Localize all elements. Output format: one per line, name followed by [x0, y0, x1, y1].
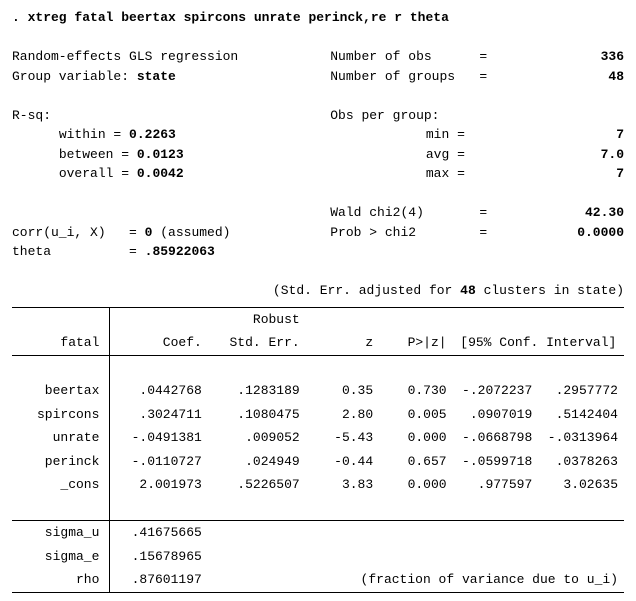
se: .5226507	[208, 473, 306, 497]
extra-note	[208, 545, 624, 569]
extra-val: .87601197	[110, 568, 208, 592]
var-name: unrate	[12, 426, 110, 450]
pz: 0.657	[379, 450, 452, 474]
extra-name: sigma_u	[12, 521, 110, 545]
prob-value: 0.0000	[502, 223, 624, 243]
se: .009052	[208, 426, 306, 450]
ci-hi: .2957772	[538, 379, 624, 403]
pz: 0.000	[379, 473, 452, 497]
rsq-within: within = 0.2263	[12, 125, 330, 145]
pz: 0.000	[379, 426, 452, 450]
ngroups-value: 48	[502, 67, 624, 87]
header-stats: Random-effects GLS regression Number of …	[12, 47, 624, 262]
ci-lo: .977597	[453, 473, 539, 497]
z: 0.35	[306, 379, 379, 403]
var-name: perinck	[12, 450, 110, 474]
coef: -.0491381	[110, 426, 208, 450]
avg-label: avg =	[330, 145, 465, 165]
theta-line: theta = .85922063	[12, 242, 330, 262]
col-se: Std. Err.	[208, 331, 306, 355]
max-value: 7	[502, 164, 624, 184]
col-depvar: fatal	[12, 331, 110, 355]
extra-row: rho.87601197(fraction of variance due to…	[12, 568, 624, 592]
nobs-label: Number of obs	[330, 47, 465, 67]
rsq-between: between = 0.0123	[12, 145, 330, 165]
max-label: max =	[330, 164, 465, 184]
rsq-overall: overall = 0.0042	[12, 164, 330, 184]
eq: =	[465, 47, 502, 67]
coef: -.0110727	[110, 450, 208, 474]
col-ci: [95% Conf. Interval]	[453, 331, 624, 355]
coef: 2.001973	[110, 473, 208, 497]
ci-hi: -.0313964	[538, 426, 624, 450]
se: .1080475	[208, 403, 306, 427]
ci-lo: -.0599718	[453, 450, 539, 474]
avg-value: 7.0	[502, 145, 624, 165]
min-value: 7	[502, 125, 624, 145]
ci-hi: 3.02635	[538, 473, 624, 497]
wald-label: Wald chi2(4)	[330, 203, 465, 223]
se: .1283189	[208, 379, 306, 403]
ci-lo: -.0668798	[453, 426, 539, 450]
col-se-top: Robust	[208, 307, 306, 331]
col-pz: P>|z|	[379, 331, 452, 355]
adjust-note: (Std. Err. adjusted for 48 clusters in s…	[12, 281, 624, 301]
z: 3.83	[306, 473, 379, 497]
prob-label: Prob > chi2	[330, 223, 465, 243]
var-name: _cons	[12, 473, 110, 497]
coef-table: Robust fatal Coef. Std. Err. z P>|z| [95…	[12, 307, 624, 593]
group-var: Group variable: state	[12, 67, 330, 87]
extra-val: .41675665	[110, 521, 208, 545]
coef-row: _cons2.001973.52265073.830.000.9775973.0…	[12, 473, 624, 497]
ci-lo: -.2072237	[453, 379, 539, 403]
extra-row: sigma_e.15678965	[12, 545, 624, 569]
obs-per-group-label: Obs per group:	[330, 106, 624, 126]
ci-lo: .0907019	[453, 403, 539, 427]
command-line: . xtreg fatal beertax spircons unrate pe…	[12, 8, 624, 28]
coef-row: beertax.0442768.12831890.350.730-.207223…	[12, 379, 624, 403]
coef-row: spircons.3024711.10804752.800.005.090701…	[12, 403, 624, 427]
var-name: spircons	[12, 403, 110, 427]
wald-value: 42.30	[502, 203, 624, 223]
spacer	[12, 262, 624, 282]
col-coef: Coef.	[110, 331, 208, 355]
coef: .0442768	[110, 379, 208, 403]
nobs-value: 336	[502, 47, 624, 67]
spacer	[12, 28, 624, 48]
extra-name: rho	[12, 568, 110, 592]
coef: .3024711	[110, 403, 208, 427]
min-label: min =	[330, 125, 465, 145]
extra-name: sigma_e	[12, 545, 110, 569]
var-name: beertax	[12, 379, 110, 403]
ngroups-label: Number of groups	[330, 67, 465, 87]
extra-note: (fraction of variance due to u_i)	[208, 568, 624, 592]
corr-line: corr(u_i, X) = 0 (assumed)	[12, 223, 330, 243]
coef-row: unrate-.0491381.009052-5.430.000-.066879…	[12, 426, 624, 450]
z: 2.80	[306, 403, 379, 427]
pz: 0.005	[379, 403, 452, 427]
extra-note	[208, 521, 624, 545]
z: -0.44	[306, 450, 379, 474]
extra-val: .15678965	[110, 545, 208, 569]
ci-hi: .5142404	[538, 403, 624, 427]
ci-hi: .0378263	[538, 450, 624, 474]
extra-row: sigma_u.41675665	[12, 521, 624, 545]
z: -5.43	[306, 426, 379, 450]
rsq-label: R-sq:	[12, 106, 330, 126]
coef-row: perinck-.0110727.024949-0.440.657-.05997…	[12, 450, 624, 474]
pz: 0.730	[379, 379, 452, 403]
reg-type: Random-effects GLS regression	[12, 47, 330, 67]
col-z: z	[306, 331, 379, 355]
se: .024949	[208, 450, 306, 474]
